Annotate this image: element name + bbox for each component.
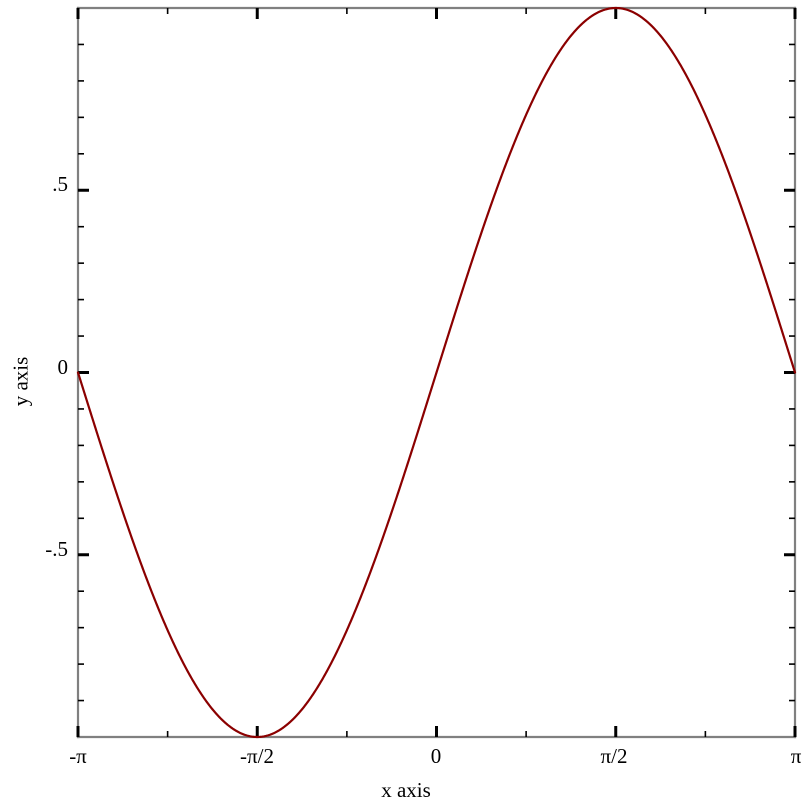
x-tick-label-zero: 0	[430, 744, 442, 768]
x-tick-label-neg-pi: -π	[69, 744, 87, 768]
y-axis-title: y axis	[8, 356, 33, 407]
x-tick-label-pi: π	[790, 744, 802, 768]
x-axis-title: x axis	[381, 778, 431, 802]
x-tick-label-half-pi: π/2	[600, 744, 628, 768]
y-tick-label-zero: 0	[57, 355, 69, 379]
sine-curve-path	[76, 6, 797, 739]
y-tick-label-half: .5	[52, 172, 68, 196]
minor-tick-marks	[78, 8, 795, 737]
sine-curve	[76, 6, 797, 739]
y-tick-label-neg-half: -.5	[45, 537, 68, 561]
x-tick-label-neg-half-pi: -π/2	[240, 744, 274, 768]
major-tick-marks	[76, 8, 797, 737]
